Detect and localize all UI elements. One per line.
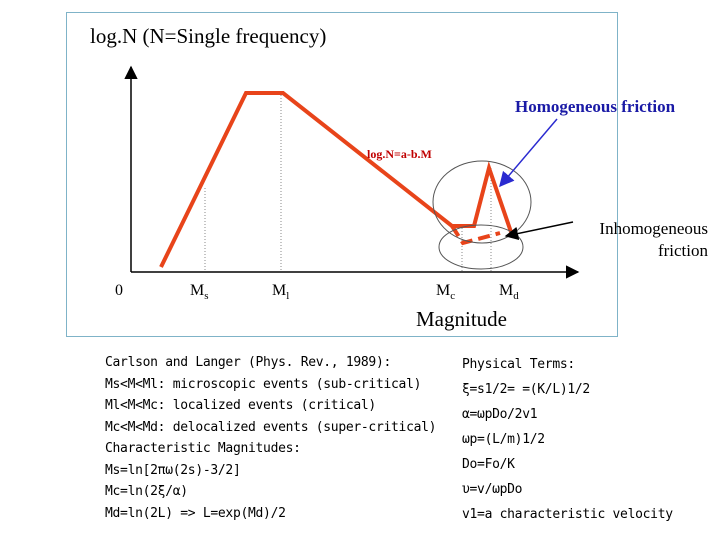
homogeneous-ellipse xyxy=(432,160,532,244)
term-line: υ=v/ωpDo xyxy=(462,482,523,497)
tick-ms: Ms xyxy=(190,282,209,303)
frequency-curve xyxy=(159,91,513,268)
equation-label: log.N=a-b.M xyxy=(367,147,432,161)
tick-md: Md xyxy=(499,282,519,303)
term-line: Physical Terms: xyxy=(462,357,575,372)
note-line: Mc<M<Md: delocalized events (super-criti… xyxy=(105,419,437,435)
inhomogeneous-ellipse xyxy=(438,224,524,270)
note-line: Ms<M<Ml: microscopic events (sub-critica… xyxy=(105,376,422,392)
note-line: Ms=ln[2πω(2s)-3/2] xyxy=(105,462,241,478)
term-line: α=ωpDo/2v1 xyxy=(462,407,538,422)
note-line: Mc=ln(2ξ/α) xyxy=(105,484,188,499)
carlson-langer-notes: Carlson and Langer (Phys. Rev., 1989): M… xyxy=(105,352,436,524)
homogeneous-friction-label: Homogeneous friction xyxy=(515,97,676,116)
x-axis-title: Magnitude xyxy=(416,307,507,331)
tick-zero: 0 xyxy=(115,282,123,299)
diagram-frame xyxy=(66,12,618,337)
term-line: v1=a characteristic velocity xyxy=(462,507,673,522)
inhomogeneous-branch xyxy=(450,224,501,246)
diagram-title: log.N (N=Single frequency) xyxy=(90,24,327,48)
term-line: Do=Fo/K xyxy=(462,457,515,472)
inhomogeneous-arrow xyxy=(504,221,574,241)
term-line: ωp=(L/m)1/2 xyxy=(462,432,545,447)
note-line: Ml<M<Mc: localized events (critical) xyxy=(105,398,376,413)
tick-mc: Mc xyxy=(436,282,456,303)
term-line: ξ=s1/2= =(K/L)1/2 xyxy=(462,382,590,397)
inhomogeneous-friction-label: Inhomogeneous friction xyxy=(599,219,708,260)
note-line: Characteristic Magnitudes: xyxy=(105,441,301,456)
tick-ml: Ml xyxy=(272,282,290,303)
physical-terms-notes: Physical Terms: ξ=s1/2= =(K/L)1/2 α=ωpDo… xyxy=(462,352,673,527)
homogeneous-arrow xyxy=(499,118,558,188)
note-line: Md=ln(2L) => L=exp(Md)/2 xyxy=(105,505,286,521)
note-line: Carlson and Langer (Phys. Rev., 1989): xyxy=(105,355,392,370)
